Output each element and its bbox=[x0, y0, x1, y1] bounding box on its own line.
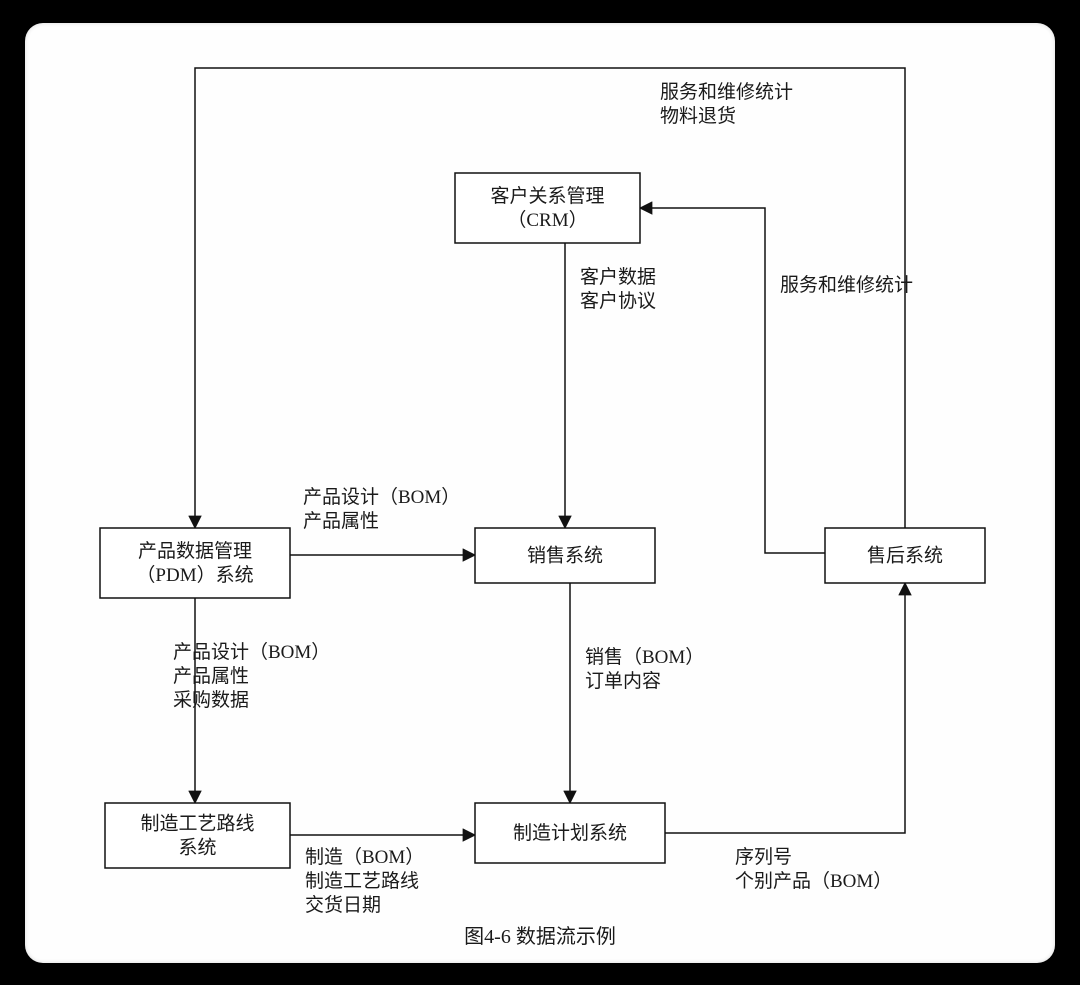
node-route: 制造工艺路线系统 bbox=[105, 803, 290, 868]
node-after-label: 售后系统 bbox=[867, 544, 943, 566]
edge-top-return-label: 服务和维修统计物料退货 bbox=[660, 81, 793, 127]
node-crm: 客户关系管理（CRM） bbox=[455, 173, 640, 243]
node-plan-label: 制造计划系统 bbox=[513, 822, 627, 844]
node-sales: 销售系统 bbox=[475, 528, 655, 583]
edge-plan-to-after bbox=[665, 583, 905, 833]
edge-crm-to-sales-label: 客户数据客户协议 bbox=[580, 266, 656, 312]
edge-pdm-to-route-label: 产品设计（BOM）产品属性采购数据 bbox=[173, 641, 330, 711]
edge-after-to-crm-label: 服务和维修统计 bbox=[780, 274, 913, 296]
node-plan: 制造计划系统 bbox=[475, 803, 665, 863]
diagram-canvas: { "caption":"图4-6 数据流示例", "diagram":{ "t… bbox=[25, 23, 1055, 963]
node-pdm: 产品数据管理（PDM）系统 bbox=[100, 528, 290, 598]
node-sales-label: 销售系统 bbox=[527, 544, 603, 566]
edge-pdm-to-sales-label: 产品设计（BOM）产品属性 bbox=[303, 486, 460, 532]
edge-top-return bbox=[195, 68, 905, 528]
edge-sales-to-plan-label: 销售（BOM）订单内容 bbox=[585, 646, 704, 692]
node-after: 售后系统 bbox=[825, 528, 985, 583]
edge-after-to-crm bbox=[640, 208, 825, 553]
edge-plan-to-after-label: 序列号个别产品（BOM） bbox=[735, 846, 892, 892]
figure-caption: 图4-6 数据流示例 bbox=[464, 925, 616, 948]
edge-route-to-plan-label: 制造（BOM）制造工艺路线交货日期 bbox=[305, 846, 424, 916]
